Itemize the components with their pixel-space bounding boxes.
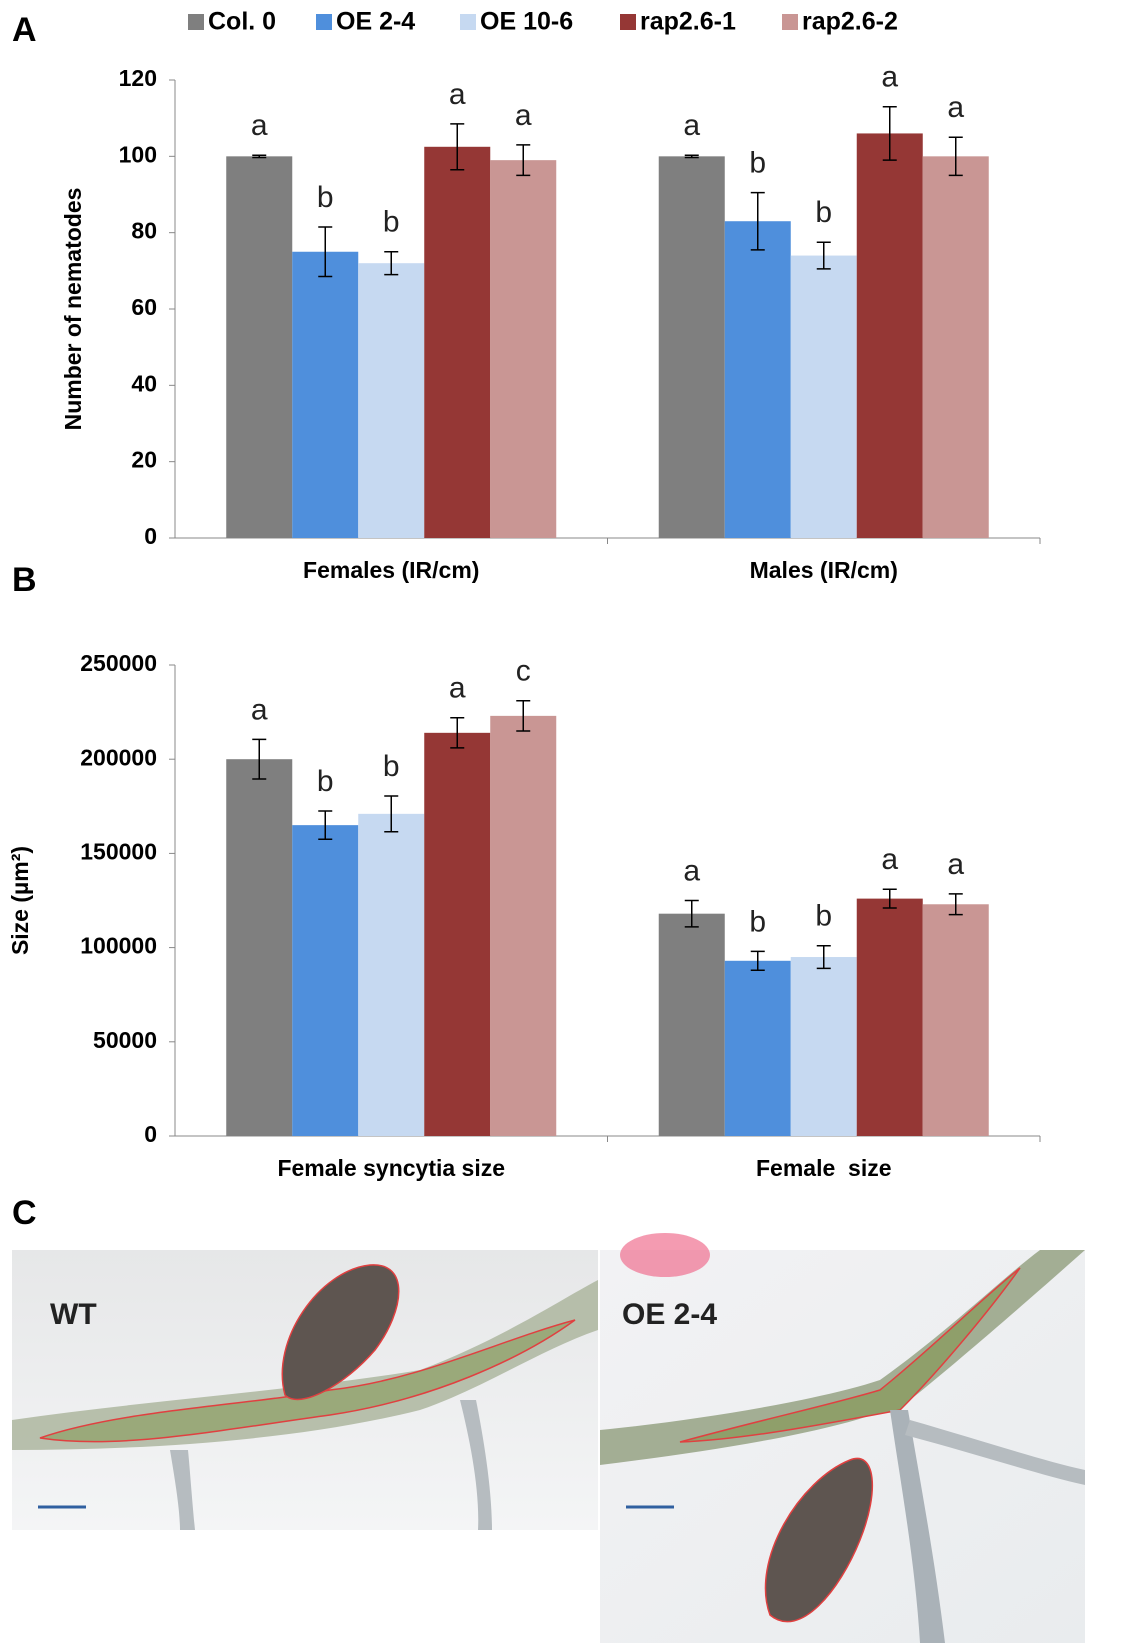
x-tick-label: Female syncytia size bbox=[277, 1155, 505, 1181]
significance-letter: b bbox=[749, 147, 766, 180]
legend-swatch bbox=[460, 14, 476, 30]
significance-letter: a bbox=[947, 848, 964, 881]
bar bbox=[424, 146, 491, 538]
error-bar bbox=[384, 795, 399, 833]
bar bbox=[922, 156, 989, 539]
photo-left: WT bbox=[12, 1250, 598, 1530]
error-bar bbox=[882, 888, 897, 909]
y-tick-label: 150000 bbox=[80, 838, 157, 864]
significance-letter: a bbox=[449, 78, 466, 111]
legend-label: Col. 0 bbox=[208, 8, 276, 36]
bar bbox=[358, 813, 425, 1136]
y-tick-label: 100 bbox=[119, 141, 157, 167]
error-bar bbox=[318, 226, 333, 278]
y-tick-label: 200000 bbox=[80, 744, 157, 770]
bar bbox=[358, 263, 425, 538]
significance-letter: b bbox=[383, 206, 400, 239]
y-tick-label: 50000 bbox=[93, 1027, 157, 1053]
x-tick-label: Males (IR/cm) bbox=[750, 557, 898, 583]
significance-letter: a bbox=[251, 109, 268, 142]
significance-letter: b bbox=[383, 750, 400, 783]
error-bar bbox=[252, 738, 267, 780]
error-bar bbox=[684, 899, 699, 928]
bar bbox=[922, 904, 989, 1136]
error-bar bbox=[750, 950, 765, 971]
error-bar bbox=[750, 191, 765, 251]
significance-letter: b bbox=[317, 765, 334, 798]
significance-letter: a bbox=[881, 843, 898, 876]
y-tick-label: 20 bbox=[131, 447, 157, 473]
bar bbox=[724, 960, 791, 1136]
bar bbox=[292, 251, 359, 538]
bar bbox=[856, 133, 923, 538]
legend-swatch bbox=[316, 14, 332, 30]
error-bar bbox=[516, 144, 531, 177]
x-tick-label: Female size bbox=[756, 1155, 892, 1181]
error-bar bbox=[516, 700, 531, 732]
photo-label: WT bbox=[50, 1298, 97, 1331]
bar bbox=[424, 732, 491, 1136]
significance-letter: a bbox=[449, 672, 466, 705]
error-bar bbox=[450, 123, 465, 171]
y-tick-label: 80 bbox=[131, 218, 157, 244]
significance-letter: b bbox=[815, 900, 832, 933]
significance-letter: a bbox=[947, 91, 964, 124]
error-bar bbox=[450, 717, 465, 749]
y-axis-label: Number of nematodes bbox=[60, 188, 86, 431]
panel-label: C bbox=[12, 1194, 37, 1232]
significance-letter: b bbox=[749, 905, 766, 938]
significance-letter: a bbox=[251, 693, 268, 726]
bar bbox=[790, 255, 857, 539]
bar bbox=[226, 759, 293, 1136]
y-tick-label: 100000 bbox=[80, 933, 157, 959]
legend-label: rap2.6-2 bbox=[802, 8, 898, 36]
y-tick-label: 0 bbox=[144, 1121, 157, 1147]
legend-label: OE 10-6 bbox=[480, 8, 573, 36]
x-tick-label: Females (IR/cm) bbox=[303, 557, 479, 583]
significance-letter: a bbox=[683, 854, 700, 887]
significance-letter: a bbox=[881, 61, 898, 94]
error-bar bbox=[318, 810, 333, 841]
photo-right: OE 2-4 bbox=[600, 1233, 1085, 1643]
y-tick-label: 40 bbox=[131, 370, 157, 396]
legend-swatch bbox=[782, 14, 798, 30]
legend-swatch bbox=[188, 14, 204, 30]
error-bar bbox=[816, 944, 831, 970]
panel-label: A bbox=[12, 11, 37, 49]
bar bbox=[292, 825, 359, 1136]
significance-letter: a bbox=[515, 99, 532, 132]
legend-swatch bbox=[620, 14, 636, 30]
y-axis-label: Size (µm²) bbox=[7, 846, 33, 955]
error-bar bbox=[816, 241, 831, 270]
y-tick-label: 0 bbox=[144, 523, 157, 549]
y-tick-label: 60 bbox=[131, 294, 157, 320]
significance-letter: a bbox=[683, 109, 700, 142]
bar bbox=[490, 160, 557, 538]
significance-letter: c bbox=[516, 655, 531, 688]
bar bbox=[658, 156, 725, 539]
legend-label: rap2.6-1 bbox=[640, 8, 736, 36]
error-bar bbox=[948, 136, 963, 177]
bar bbox=[724, 221, 791, 538]
panel-label: B bbox=[12, 561, 37, 599]
error-bar bbox=[684, 154, 699, 159]
significance-letter: b bbox=[815, 196, 832, 229]
bar bbox=[856, 898, 923, 1136]
error-bar bbox=[948, 893, 963, 916]
y-tick-label: 250000 bbox=[80, 650, 157, 676]
bar bbox=[658, 913, 725, 1136]
error-bar bbox=[252, 154, 267, 159]
significance-letter: b bbox=[317, 181, 334, 214]
bar bbox=[490, 715, 557, 1136]
legend-label: OE 2-4 bbox=[336, 8, 415, 36]
bar bbox=[226, 156, 293, 539]
error-bar bbox=[384, 251, 399, 276]
y-tick-label: 120 bbox=[119, 65, 157, 91]
bar bbox=[790, 957, 857, 1136]
error-bar bbox=[882, 105, 897, 161]
photo-label: OE 2-4 bbox=[622, 1298, 717, 1331]
